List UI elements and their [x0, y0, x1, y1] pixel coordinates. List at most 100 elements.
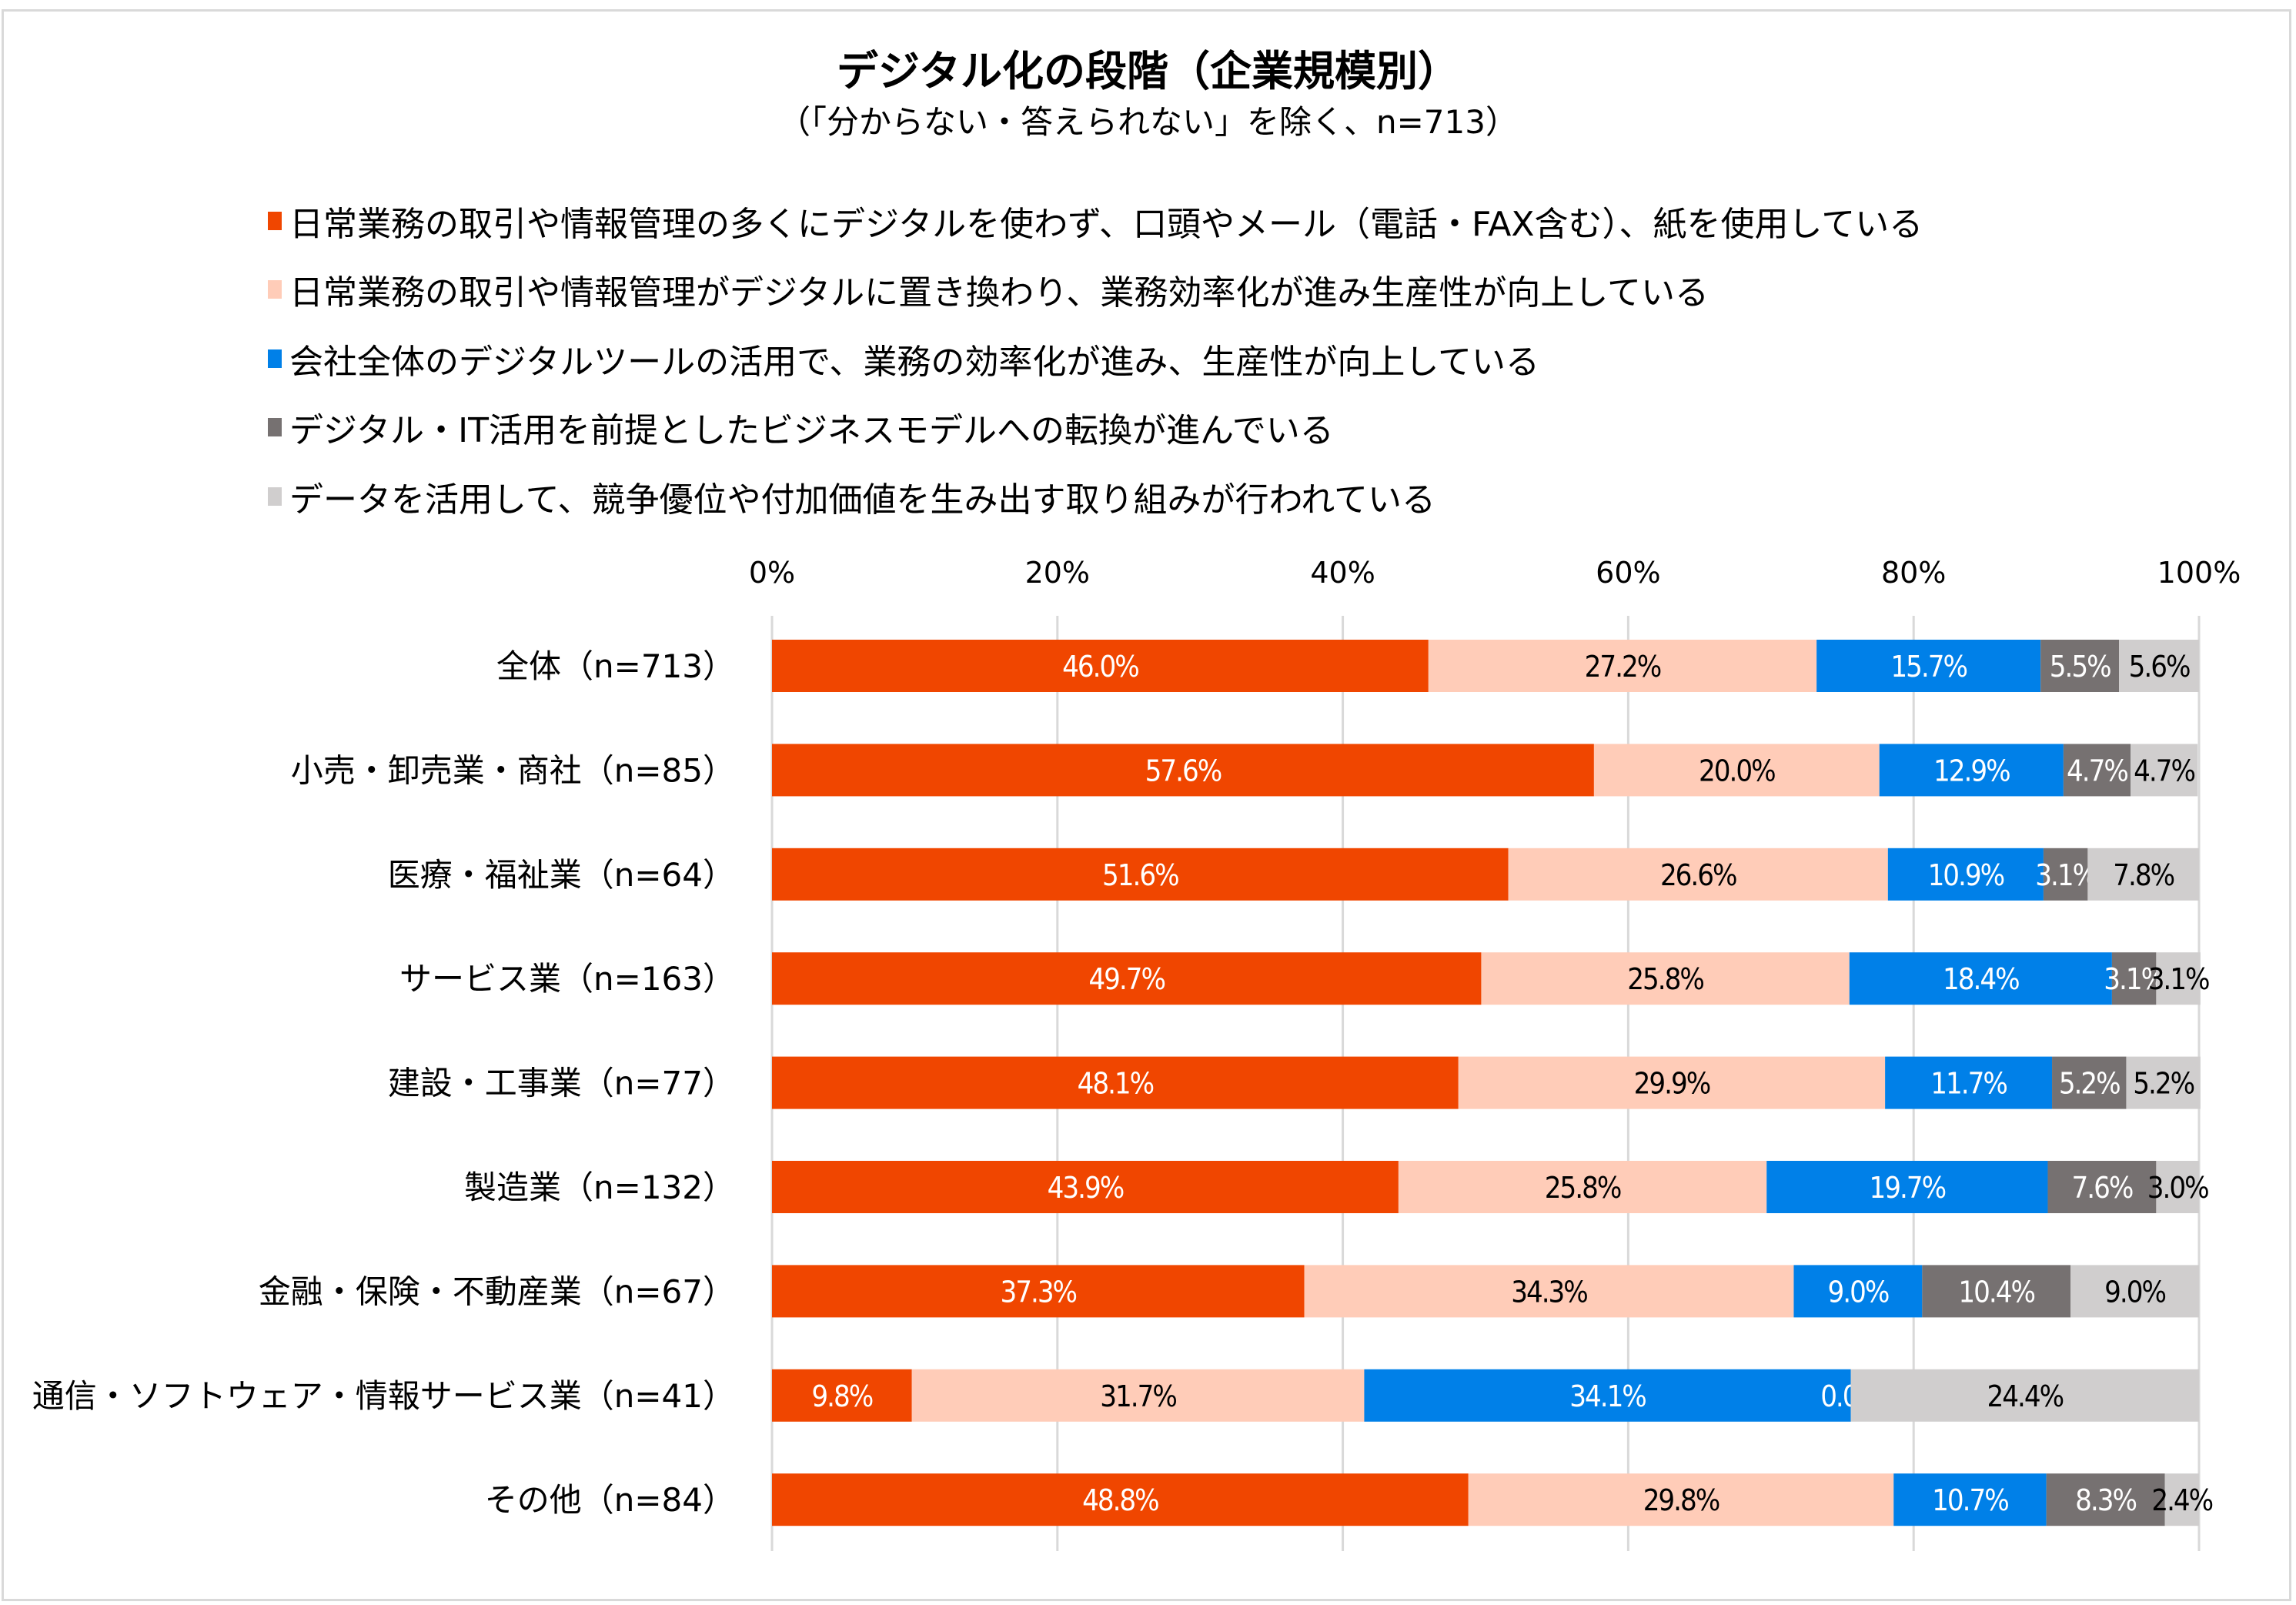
- legend: 日常業務の取引や情報管理の多くにデジタルを使わず、口頭やメール（電話・FAX含む…: [268, 186, 1923, 531]
- bar-segment: [2046, 1473, 2165, 1526]
- data-label: 43.9%: [1048, 1171, 1124, 1205]
- chart-title: デジタル化の段階（企業規模別）: [837, 47, 1459, 95]
- legend-swatch: [268, 349, 282, 368]
- data-label: 3.1%: [2035, 858, 2096, 892]
- data-label: 29.8%: [1643, 1483, 1719, 1517]
- data-label: 34.3%: [1511, 1275, 1587, 1309]
- bar-segment: [1481, 952, 1850, 1005]
- data-label: 37.3%: [1000, 1275, 1076, 1309]
- data-label: 3.1%: [2148, 962, 2209, 996]
- legend-item: データを活用して、競争優位や付加価値を生み出す取り組みが行われている: [268, 462, 1923, 531]
- bar-segment: [1468, 1473, 1894, 1526]
- data-label: 7.8%: [2113, 858, 2174, 892]
- data-label: 4.7%: [2134, 754, 2194, 787]
- category-label: サービス業（n=163）: [399, 960, 735, 998]
- bar-segment: [772, 744, 1594, 797]
- legend-item: 日常業務の取引や情報管理の多くにデジタルを使わず、口頭やメール（電話・FAX含む…: [268, 186, 1923, 256]
- bar-segment: [2126, 1056, 2201, 1109]
- bar-segment: [1593, 744, 1880, 797]
- data-label: 2.4%: [2151, 1483, 2212, 1517]
- legend-item: デジタル・IT活用を前提としたビジネスモデルへの転換が進んでいる: [268, 393, 1923, 463]
- data-label: 4.7%: [2067, 754, 2127, 787]
- bar-segment: [1428, 640, 1817, 692]
- bar-segment: [1508, 848, 1888, 901]
- legend-item: 日常業務の取引や情報管理がデジタルに置き換わり、業務効率化が進み生産性が向上して…: [268, 256, 1923, 325]
- data-label: 5.2%: [2059, 1067, 2120, 1101]
- data-label: 5.2%: [2133, 1067, 2194, 1101]
- bar-segment: [772, 1056, 1459, 1109]
- data-label: 18.4%: [1943, 962, 2019, 996]
- data-label: 25.8%: [1545, 1171, 1621, 1205]
- data-label: 24.4%: [1987, 1379, 2064, 1413]
- data-label: 48.1%: [1078, 1067, 1154, 1101]
- bar-segment: [1922, 1265, 2071, 1318]
- data-label: 46.0%: [1062, 650, 1138, 684]
- data-label: 20.0%: [1699, 754, 1775, 787]
- bar-segment: [1816, 640, 2041, 692]
- bar-segment: [2111, 952, 2157, 1005]
- bar-segment: [1364, 1369, 1851, 1422]
- bar-segment: [2156, 952, 2201, 1005]
- legend-label: データを活用して、競争優位や付加価値を生み出す取り組みが行われている: [289, 480, 1435, 520]
- category-label: 金融・保険・不動産業（n=67）: [259, 1272, 735, 1310]
- data-label: 51.6%: [1102, 858, 1178, 892]
- data-label: 10.9%: [1928, 858, 2004, 892]
- bar-segment: [911, 1369, 1365, 1422]
- bar-segment: [2047, 1161, 2157, 1213]
- data-label: 26.6%: [1660, 858, 1736, 892]
- data-label: 10.7%: [1932, 1483, 2008, 1517]
- legend-label: 会社全体のデジタルツールの活用で、業務の効率化が進み、生産性が向上している: [289, 342, 1540, 382]
- category-label: 全体（n=713）: [496, 647, 735, 685]
- data-label: 10.4%: [1958, 1275, 2034, 1309]
- bar-segment: [772, 1265, 1305, 1318]
- data-label: 27.2%: [1585, 650, 1661, 684]
- bar-segment: [2119, 640, 2199, 692]
- bar-segment: [772, 640, 1429, 692]
- x-tick-label: 100%: [2157, 556, 2241, 590]
- x-tick-label: 20%: [1025, 556, 1090, 590]
- legend-swatch: [268, 211, 282, 230]
- data-label: 29.9%: [1634, 1067, 1710, 1101]
- data-label: 57.6%: [1145, 754, 1222, 787]
- legend-label: 日常業務の取引や情報管理がデジタルに置き換わり、業務効率化が進み生産性が向上して…: [289, 273, 1709, 313]
- bar-segment: [2070, 1265, 2199, 1318]
- data-label: 19.7%: [1870, 1171, 1946, 1205]
- bar-segment: [1766, 1161, 2048, 1213]
- bar-segment: [1887, 848, 2044, 901]
- legend-item: 会社全体のデジタルツールの活用で、業務の効率化が進み、生産性が向上している: [268, 324, 1923, 393]
- chart-subtitle: （「分からない・答えられない」を除く、n=713）: [778, 103, 1518, 141]
- data-label: 12.9%: [1933, 754, 2010, 787]
- bar-segment: [2040, 640, 2120, 692]
- x-tick-label: 0%: [749, 556, 795, 590]
- data-label: 11.7%: [1930, 1067, 2007, 1101]
- category-label: 通信・ソフトウェア・情報サービス業（n=41）: [32, 1377, 735, 1415]
- chart-frame: [2, 9, 2291, 1601]
- bar-segment: [772, 1161, 1399, 1213]
- x-tick-label: 60%: [1596, 556, 1660, 590]
- bar-segment: [1304, 1265, 1794, 1318]
- legend-label: 日常業務の取引や情報管理の多くにデジタルを使わず、口頭やメール（電話・FAX含む…: [289, 204, 1923, 244]
- legend-swatch: [268, 487, 282, 506]
- bar-segment: [772, 952, 1482, 1005]
- legend-swatch: [268, 418, 282, 437]
- legend-swatch: [268, 280, 282, 299]
- bar-segment: [772, 848, 1509, 901]
- data-label: 9.8%: [811, 1379, 872, 1413]
- data-label: 8.3%: [2075, 1483, 2136, 1517]
- data-label: 48.8%: [1082, 1483, 1158, 1517]
- bar-segment: [1893, 1473, 2047, 1526]
- data-label: 49.7%: [1088, 962, 1165, 996]
- legend-label: デジタル・IT活用を前提としたビジネスモデルへの転換が進んでいる: [289, 411, 1334, 451]
- category-label: 建設・工事業（n=77）: [388, 1065, 735, 1102]
- data-label: 9.0%: [2104, 1275, 2165, 1309]
- bar-segment: [1879, 744, 2064, 797]
- category-label: 製造業（n=132）: [464, 1169, 735, 1206]
- bar-segment: [1850, 1369, 2199, 1422]
- category-label: 医療・福祉業（n=64）: [388, 856, 735, 894]
- bar-segment: [2156, 1161, 2199, 1213]
- category-label: その他（n=84）: [485, 1481, 735, 1519]
- bar-segment: [1458, 1056, 1886, 1109]
- bar-segment: [1398, 1161, 1767, 1213]
- bar-segment: [2131, 744, 2198, 797]
- data-label: 7.6%: [2072, 1171, 2133, 1205]
